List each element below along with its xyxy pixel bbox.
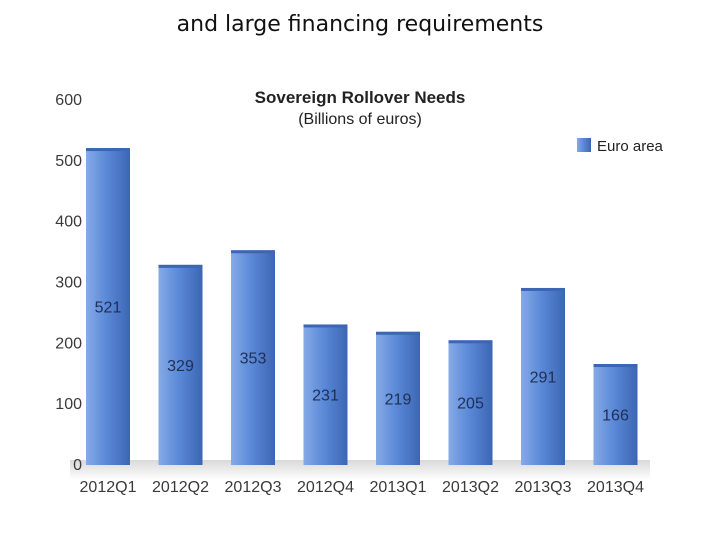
legend: Euro area [577, 138, 664, 155]
y-tick-label: 600 [55, 92, 82, 109]
x-tick-label-2013Q1: 2013Q1 [370, 479, 427, 496]
x-tick-label-2012Q1: 2012Q1 [80, 479, 137, 496]
bar-2012Q1 [86, 148, 130, 465]
bar-2012Q2 [158, 264, 203, 465]
y-tick-label: 300 [55, 275, 82, 292]
data-label-2013Q4: 166 [602, 408, 629, 425]
bar-top-edge [303, 324, 348, 328]
data-label-2012Q3: 353 [240, 351, 267, 368]
data-label-2013Q1: 219 [385, 391, 412, 408]
data-label-2012Q4: 231 [312, 388, 339, 405]
bar-2012Q4 [303, 324, 348, 465]
bar-2013Q3 [521, 287, 565, 465]
bar-top-edge [448, 340, 493, 344]
chart-title: Sovereign Rollover Needs [255, 88, 466, 107]
y-tick-label: 400 [55, 214, 82, 231]
x-tick-label-2012Q3: 2012Q3 [225, 479, 282, 496]
x-tick-label-2013Q3: 2013Q3 [515, 479, 572, 496]
x-tick-label-2012Q2: 2012Q2 [152, 479, 209, 496]
x-tick-label-2012Q4: 2012Q4 [297, 479, 354, 496]
bar-top-edge [521, 287, 565, 291]
bar-2012Q3 [231, 250, 275, 465]
chart-floor [70, 460, 650, 480]
x-axis: 2012Q1 2012Q2 2012Q3 2012Q4 2013Q1 2013Q2 2013… [80, 479, 645, 496]
y-tick-label: 200 [55, 335, 82, 352]
data-label-2013Q2: 205 [457, 396, 484, 413]
y-tick-label: 500 [55, 153, 82, 170]
x-tick-label-2013Q2: 2013Q2 [442, 479, 499, 496]
bars: 521 329 353 231 219 205 291 166 [86, 148, 638, 465]
slide-title: and large financing requirements [176, 12, 544, 37]
bar-top-edge [593, 364, 638, 368]
bar-2013Q4 [593, 364, 638, 465]
x-tick-label-2013Q4: 2013Q4 [587, 479, 644, 496]
legend-label: Euro area [597, 138, 664, 155]
y-tick-label: 0 [73, 457, 82, 474]
bar-2013Q1 [376, 331, 420, 465]
bar-top-edge [231, 250, 275, 254]
chart-subtitle: (Billions of euros) [298, 111, 422, 128]
bar-top-edge [86, 148, 130, 152]
legend-swatch [577, 138, 591, 152]
bar-2013Q2 [448, 340, 493, 465]
data-label-2012Q1: 521 [95, 300, 122, 317]
y-axis: 0 100 200 300 400 500 600 [55, 92, 82, 474]
y-tick-label: 100 [55, 396, 82, 413]
bar-top-edge [158, 264, 203, 268]
data-label-2012Q2: 329 [167, 358, 194, 375]
bar-top-edge [376, 331, 420, 335]
data-label-2013Q3: 291 [530, 369, 557, 386]
